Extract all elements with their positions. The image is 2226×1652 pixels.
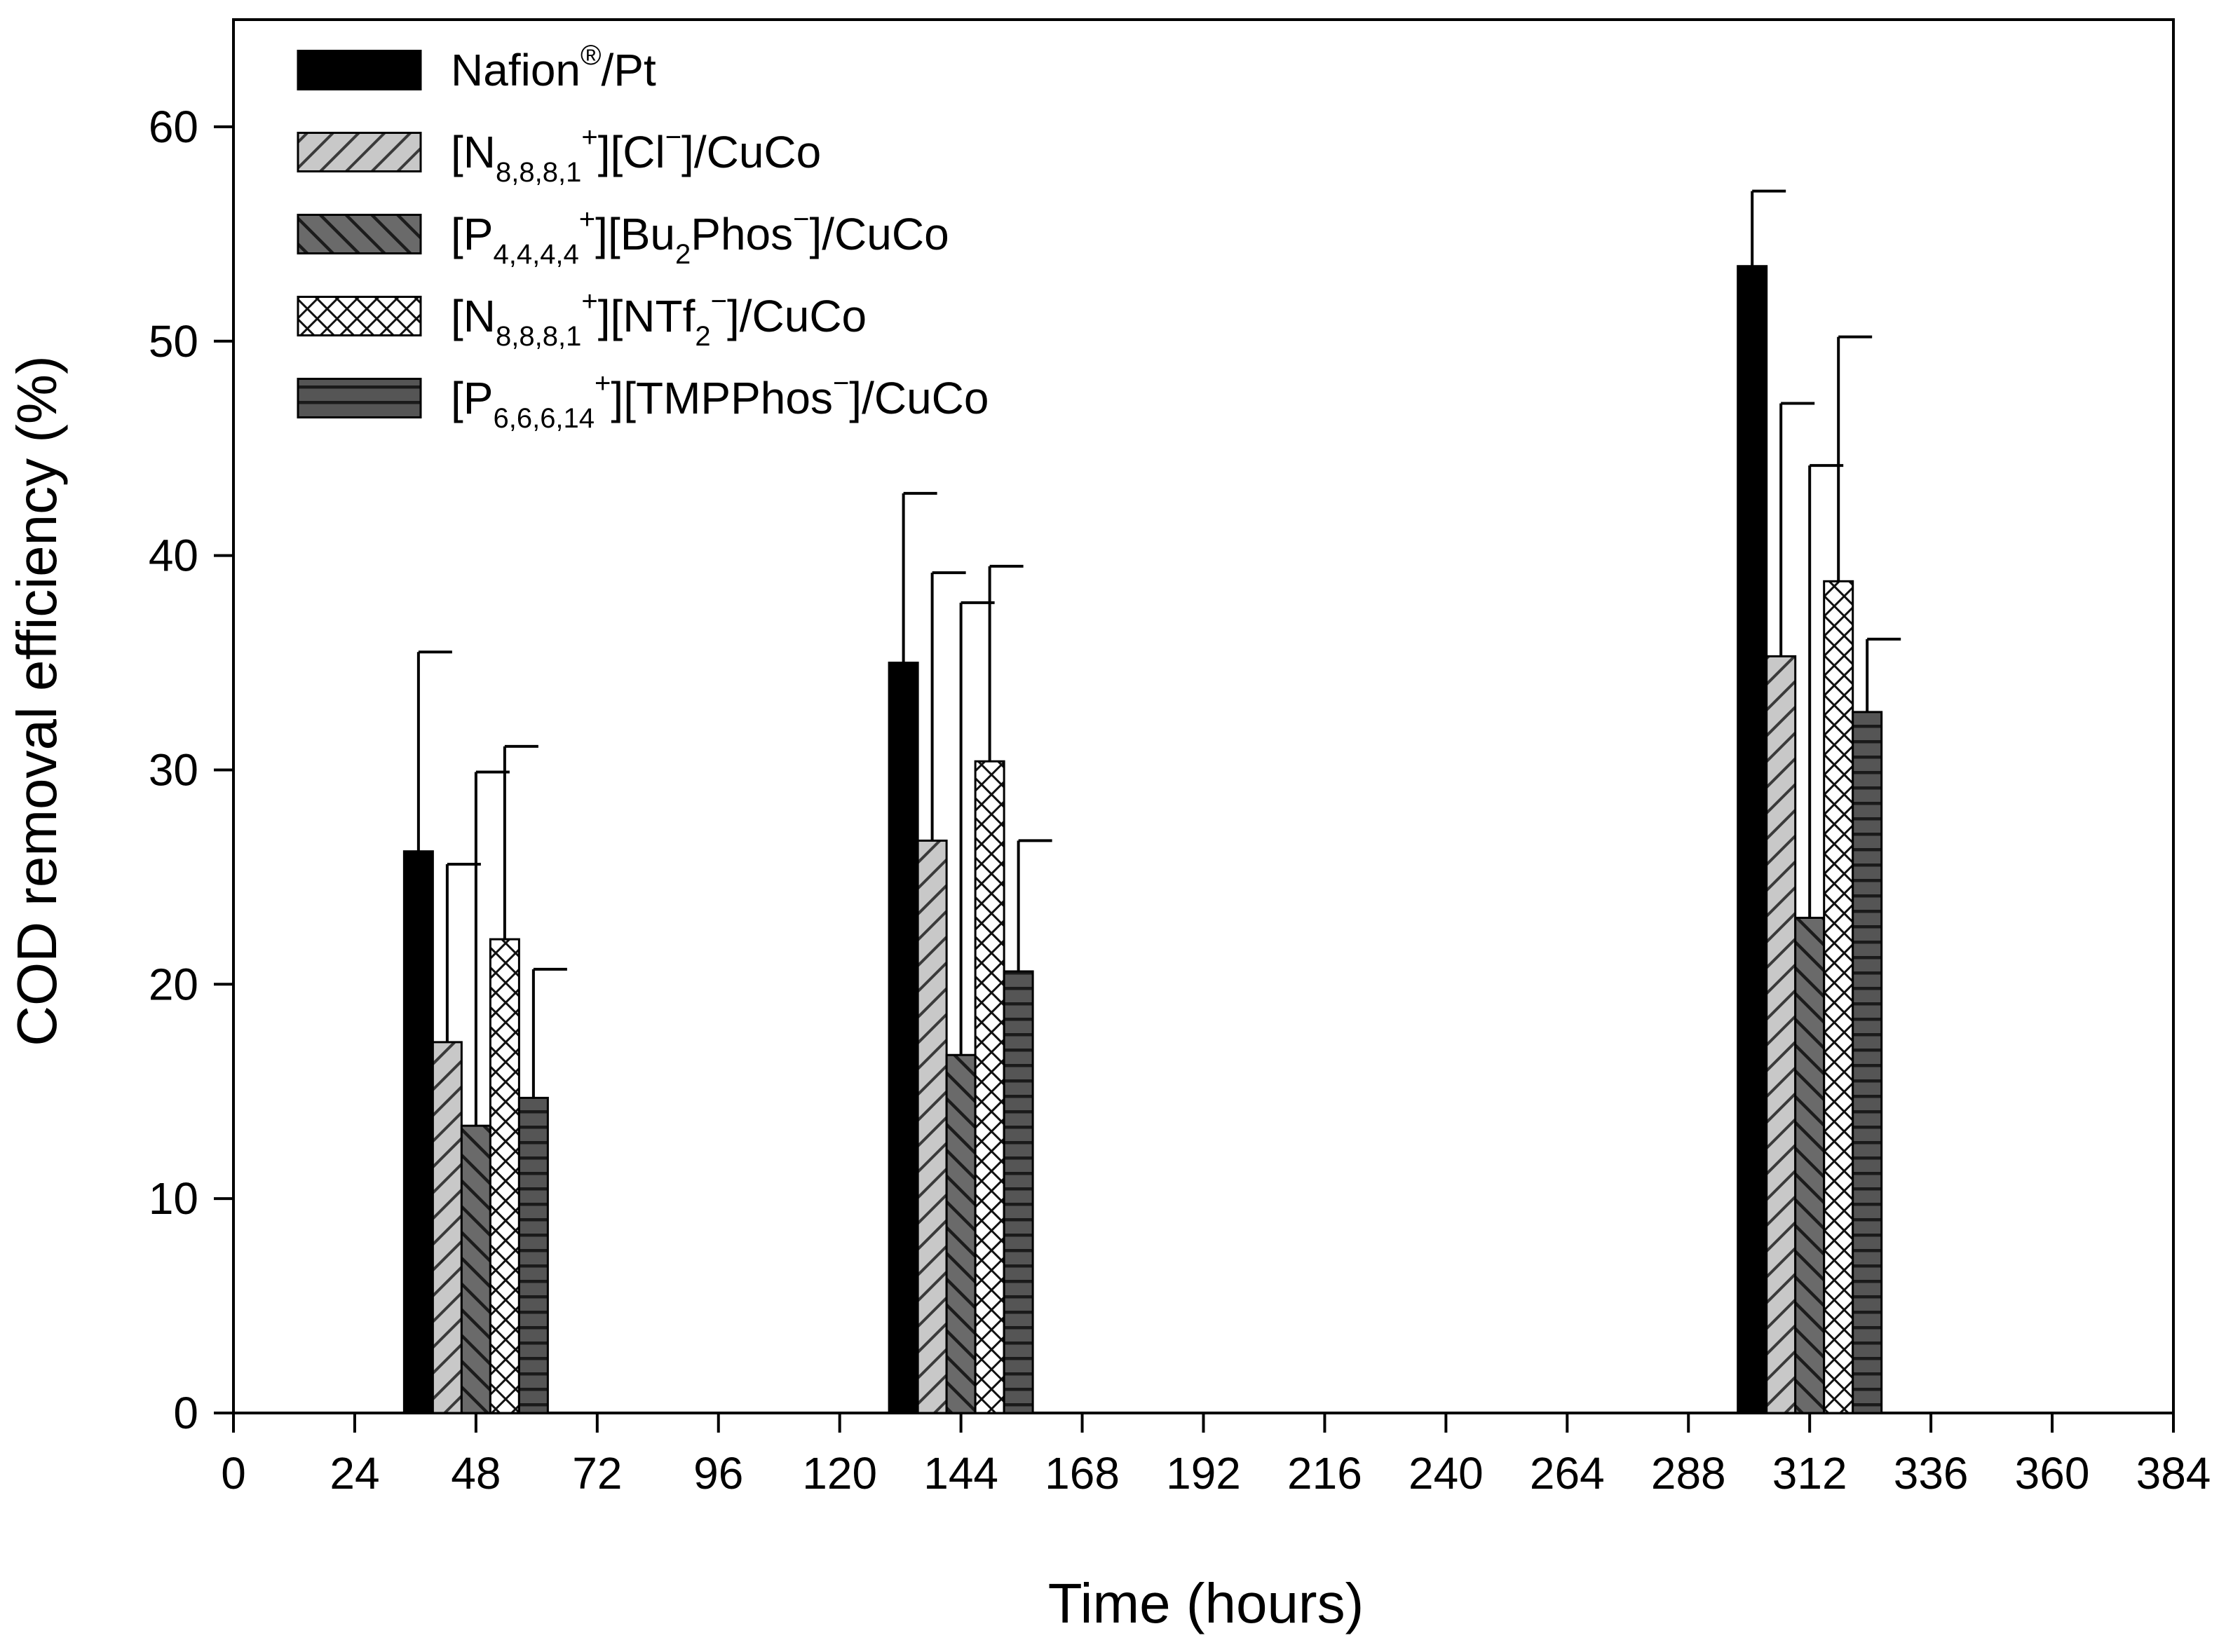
x-tick-label: 0	[221, 1448, 246, 1499]
x-tick-label: 240	[1409, 1448, 1484, 1499]
legend-swatch	[297, 378, 422, 418]
x-tick-label: 384	[2136, 1448, 2211, 1499]
x-tick-label: 360	[2015, 1448, 2090, 1499]
legend-swatch	[297, 296, 422, 336]
x-tick-label: 72	[572, 1448, 622, 1499]
x-tick-label: 264	[1530, 1448, 1605, 1499]
bar	[460, 1124, 491, 1414]
x-tick-label: 216	[1287, 1448, 1362, 1499]
y-tick-label: 30	[149, 744, 198, 795]
bar	[517, 1096, 549, 1414]
bar	[1003, 970, 1034, 1414]
y-axis-title: COD removal efficiency (%)	[6, 355, 68, 1046]
bar	[1852, 711, 1883, 1414]
x-tick-label: 336	[1894, 1448, 1969, 1499]
y-tick-label: 50	[149, 316, 198, 367]
y-tick-label: 0	[173, 1388, 198, 1438]
legend-label: [P6,6,6,14​+​][TMPPhos−​]/CuCo	[451, 368, 989, 434]
bar	[1765, 655, 1797, 1414]
bar	[431, 1041, 463, 1414]
y-tick-label: 60	[149, 102, 198, 152]
legend-swatch	[297, 214, 422, 254]
legend-label: [N8,8,8,1​+​][NTf2​−​]/CuCo	[451, 286, 867, 352]
bar	[945, 1053, 977, 1414]
x-tick-label: 168	[1045, 1448, 1120, 1499]
x-tick-label: 48	[451, 1448, 501, 1499]
y-tick-label: 20	[149, 959, 198, 1009]
legend: Nafion®​/Pt [N8,8,8,1​+​][Cl−​]/CuCo [P4,4…	[297, 40, 989, 434]
x-tick-label: 24	[330, 1448, 379, 1499]
legend-label: [N8,8,8,1​+​][Cl−​]/CuCo	[451, 122, 821, 188]
bars	[402, 265, 1883, 1414]
x-tick-label: 120	[802, 1448, 877, 1499]
x-tick-label: 96	[693, 1448, 743, 1499]
axes: 0 24 48 72 96 120 144 168 192 216 240 264 288 312 336 3…	[149, 102, 2211, 1499]
error-bars	[416, 189, 1901, 1126]
bar	[1823, 580, 1854, 1414]
x-tick-label: 312	[1772, 1448, 1847, 1499]
legend-swatch	[297, 132, 422, 172]
y-tick-label: 40	[149, 531, 198, 581]
bar	[974, 760, 1005, 1414]
y-tick-label: 10	[149, 1173, 198, 1224]
bar	[489, 938, 520, 1414]
legend-label: Nafion®​/Pt	[451, 40, 656, 95]
legend-label: [P4,4,4,4​+​][Bu2​Phos−​]/CuCo	[451, 204, 949, 270]
legend-swatch	[297, 50, 422, 90]
bar	[1737, 265, 1768, 1414]
bar	[916, 839, 948, 1414]
bar	[402, 850, 434, 1414]
bar	[1794, 916, 1826, 1414]
x-tick-label: 192	[1166, 1448, 1241, 1499]
x-axis-title: Time (hours)	[1048, 1572, 1364, 1634]
bar	[888, 662, 919, 1414]
x-tick-label: 144	[923, 1448, 998, 1499]
x-tick-label: 288	[1651, 1448, 1726, 1499]
